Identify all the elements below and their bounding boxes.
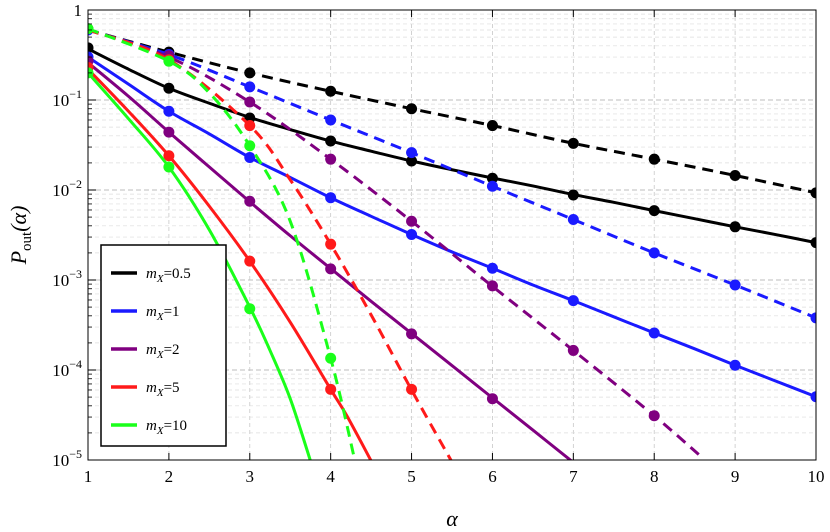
data-point [648, 410, 660, 422]
legend-label: mX=0.5 [146, 266, 191, 285]
data-point [406, 155, 418, 167]
data-point [486, 280, 498, 292]
plot-frame [87, 9, 817, 461]
data-point [325, 352, 337, 364]
data-point [244, 195, 256, 207]
series-line-dashed [88, 28, 816, 320]
data-point [163, 105, 175, 117]
y-tick-label: 10−5 [52, 447, 82, 470]
y-axis-title-sub: out [19, 231, 35, 251]
data-point [567, 189, 579, 201]
x-tick-label: 7 [569, 467, 578, 486]
data-point [810, 391, 816, 403]
data-point [244, 140, 256, 152]
series-line-solid [88, 55, 816, 399]
legend-label: mX=5 [146, 380, 180, 399]
series-line-solid [88, 47, 816, 245]
data-point [567, 137, 579, 149]
y-tick-label: 10−2 [52, 177, 82, 200]
data-point [648, 205, 660, 217]
data-point [567, 214, 579, 226]
data-point [406, 147, 418, 159]
data-point [244, 67, 256, 79]
x-axis-title: α [446, 506, 458, 531]
data-point [88, 42, 94, 54]
data-point [406, 215, 418, 227]
x-tick-label: 3 [246, 467, 255, 486]
x-tick-label: 6 [488, 467, 497, 486]
data-point [325, 238, 337, 250]
data-point [648, 327, 660, 339]
data-point [325, 192, 337, 204]
series-layer [88, 23, 816, 460]
data-point [406, 328, 418, 340]
x-tick-label: 9 [731, 467, 740, 486]
data-point [325, 153, 337, 165]
data-point [729, 359, 741, 371]
data-point [729, 169, 741, 181]
x-tick-label: 10 [808, 467, 825, 486]
data-point [810, 187, 816, 199]
data-point [163, 150, 175, 162]
series-line-solid [88, 71, 312, 460]
data-point [648, 153, 660, 165]
data-point [729, 279, 741, 291]
y-tick-label: 10−1 [52, 87, 82, 110]
data-point [163, 55, 175, 67]
data-point [244, 303, 256, 315]
data-point [648, 247, 660, 259]
legend: mX=0.5 mX=1 mX=2 mX=5 mX=10 [100, 244, 227, 447]
data-point [244, 120, 256, 132]
y-axis-title: Pout(α) [6, 206, 35, 266]
data-point [88, 23, 94, 35]
data-point [486, 393, 498, 405]
tick-layer: 1 2 3 4 5 6 7 8 9 10 1 10−1 10−2 10−3 10−4 10−5 [52, 1, 824, 486]
data-point [244, 81, 256, 93]
data-point [244, 96, 256, 108]
data-point [486, 262, 498, 274]
legend-label: mX=10 [146, 418, 187, 437]
data-point [163, 82, 175, 94]
data-point [163, 126, 175, 138]
y-axis-title-main: P [6, 251, 31, 265]
x-tick-label: 1 [84, 467, 93, 486]
data-point [567, 344, 579, 356]
data-point [486, 120, 498, 132]
data-point [567, 295, 579, 307]
data-point [486, 180, 498, 192]
series-line-dashed [88, 28, 816, 195]
data-point [325, 114, 337, 126]
data-point [325, 135, 337, 147]
data-point [406, 229, 418, 241]
y-axis-title-arg: (α) [6, 206, 31, 232]
y-tick-label: 1 [74, 1, 83, 20]
data-point [325, 263, 337, 275]
legend-items: mX=0.5 mX=1 mX=2 mX=5 mX=10 [111, 266, 191, 437]
legend-box [100, 244, 227, 447]
data-point [244, 151, 256, 163]
data-point [729, 221, 741, 233]
x-tick-label: 2 [165, 467, 174, 486]
y-tick-label: 10−3 [52, 267, 82, 290]
data-point [406, 383, 418, 395]
data-point [325, 85, 337, 97]
data-point [486, 172, 498, 184]
data-point [810, 312, 816, 324]
data-point [810, 237, 816, 249]
y-tick-label: 10−4 [52, 357, 82, 380]
legend-label: mX=2 [146, 342, 180, 361]
data-point [406, 103, 418, 115]
x-tick-label: 5 [407, 467, 416, 486]
data-point [244, 255, 256, 267]
x-tick-label: 4 [326, 467, 335, 486]
data-point [325, 383, 337, 395]
x-tick-label: 8 [650, 467, 659, 486]
legend-label: mX=1 [146, 304, 180, 323]
data-point [163, 161, 175, 173]
